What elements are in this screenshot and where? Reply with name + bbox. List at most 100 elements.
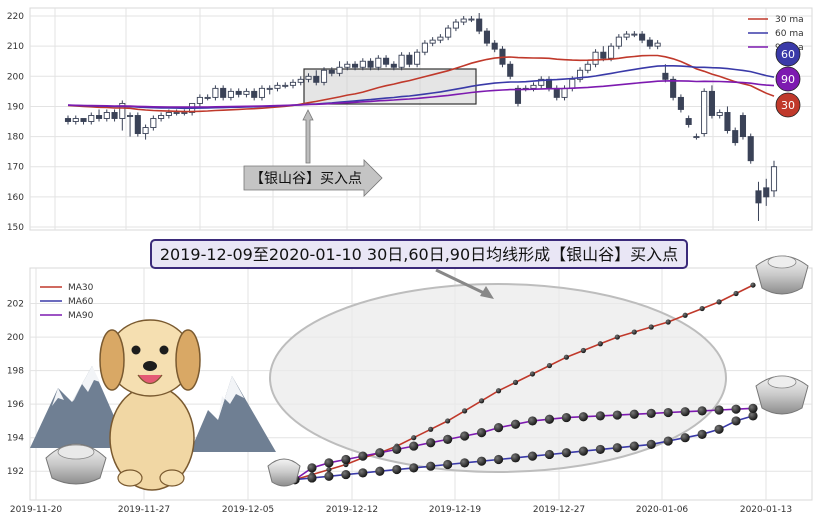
candle xyxy=(460,16,467,26)
badge-90-label: 90 xyxy=(781,73,795,86)
candle xyxy=(289,79,297,89)
candle xyxy=(476,13,483,35)
series-ma90 xyxy=(290,403,758,485)
candle xyxy=(282,82,289,89)
candle xyxy=(383,55,390,68)
top-y-tick-label: 150 xyxy=(7,223,24,233)
candle xyxy=(701,88,708,137)
candle xyxy=(538,76,545,89)
data-point xyxy=(546,362,553,369)
candle xyxy=(615,34,622,50)
data-point xyxy=(493,454,504,465)
candle xyxy=(150,115,157,131)
candle xyxy=(251,88,258,101)
bottom-y-tick-label: 198 xyxy=(7,367,24,377)
top-y-tick-label: 200 xyxy=(7,72,24,82)
candle xyxy=(103,109,110,122)
candle xyxy=(95,109,103,122)
data-point xyxy=(426,438,436,448)
candle xyxy=(592,49,599,68)
candle xyxy=(755,181,762,221)
candle xyxy=(646,37,653,50)
candle xyxy=(724,106,731,134)
bottom-x-tick-label: 2020-01-06 xyxy=(636,505,689,515)
data-point xyxy=(682,312,688,318)
data-point xyxy=(544,414,555,424)
ma30-line xyxy=(67,54,775,113)
ma-badges: 60 90 30 xyxy=(775,41,801,118)
candle xyxy=(514,85,522,107)
data-point xyxy=(614,334,620,340)
candle xyxy=(320,67,328,86)
data-point xyxy=(428,426,434,432)
candle xyxy=(483,28,490,47)
candle xyxy=(693,133,700,140)
banner-box xyxy=(150,239,688,269)
bottom-y-tick-label: 202 xyxy=(7,300,24,310)
data-point xyxy=(680,433,690,443)
candle xyxy=(274,82,281,92)
candle xyxy=(258,85,266,101)
candle xyxy=(212,85,219,101)
candle xyxy=(181,109,188,116)
callout-arrow-shape xyxy=(243,159,383,197)
badge-60 xyxy=(775,41,801,67)
data-point xyxy=(392,464,402,475)
banner-pointer-arrow xyxy=(435,268,494,299)
candle xyxy=(390,61,397,71)
bottom-legend: MA30 MA60 MA90 xyxy=(40,283,94,321)
candle xyxy=(429,37,436,47)
candle xyxy=(235,88,242,98)
data-point xyxy=(341,454,351,465)
top-y-tick-label: 170 xyxy=(7,163,24,173)
top-y-tick-label: 160 xyxy=(7,193,24,203)
data-point xyxy=(629,441,639,451)
candle xyxy=(328,67,335,77)
candle xyxy=(716,109,723,119)
badge-30-label: 30 xyxy=(781,99,795,112)
callout-text: 【银山谷】买入点 xyxy=(250,171,362,187)
candle xyxy=(134,112,141,137)
data-point xyxy=(445,418,451,424)
top-y-axis: 150 160 170 180 190 200 210 220 xyxy=(7,12,24,233)
data-point xyxy=(510,453,521,463)
data-point xyxy=(460,431,470,441)
data-point xyxy=(648,324,654,330)
candle xyxy=(584,61,591,74)
series-line xyxy=(294,284,754,481)
candle xyxy=(204,94,211,101)
data-point xyxy=(510,419,521,429)
bottom-y-tick-label: 192 xyxy=(7,467,24,477)
data-point xyxy=(561,448,572,458)
candle xyxy=(406,52,413,68)
legend-label-ma90: MA90 xyxy=(68,311,94,321)
data-point xyxy=(443,459,453,470)
data-point xyxy=(646,408,656,418)
top-y-tick-label: 210 xyxy=(7,42,24,52)
ma60-line xyxy=(67,65,775,110)
candle xyxy=(491,40,498,53)
data-point xyxy=(476,428,487,438)
badge-90 xyxy=(775,66,801,92)
candle xyxy=(608,43,615,62)
mountains-right-illustration xyxy=(190,376,276,452)
candle xyxy=(677,94,684,113)
bottom-x-tick-label: 2019-12-05 xyxy=(222,505,274,515)
bottom-x-tick-label: 2019-12-12 xyxy=(326,505,378,515)
data-point xyxy=(561,412,572,423)
candle xyxy=(732,127,739,146)
data-point xyxy=(324,471,334,481)
candle xyxy=(344,61,351,71)
silver-ingot-dog xyxy=(45,443,107,485)
candle xyxy=(305,73,312,83)
badge-30 xyxy=(775,92,801,118)
banner-text: 2019-12-09至2020-01-10 30日,60日,90日均线形成【银山… xyxy=(160,245,678,264)
data-point xyxy=(731,416,741,426)
data-point xyxy=(699,305,705,312)
bottom-x-tick-label: 2019-12-27 xyxy=(533,505,585,515)
data-point xyxy=(631,329,637,335)
candle xyxy=(414,49,421,68)
top-y-tick-label: 180 xyxy=(7,133,24,143)
